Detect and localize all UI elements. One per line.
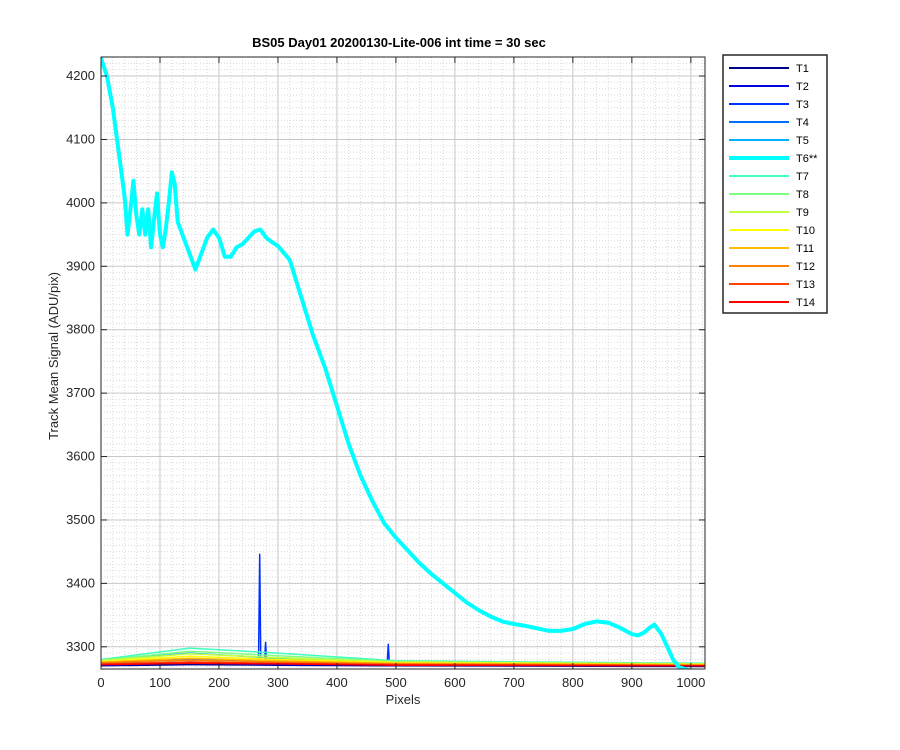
x-axis-label: Pixels: [386, 692, 421, 707]
x-tick-label: 300: [267, 675, 289, 690]
x-tick-label: 100: [149, 675, 171, 690]
y-axis: 3300 3400 3500 3600 3700 3800 3900 4000 4100 4200: [66, 68, 705, 654]
y-tick-label: 3500: [66, 512, 95, 527]
y-tick-label: 3600: [66, 449, 95, 464]
legend-label: T4: [796, 117, 809, 129]
x-tick-label: 1000: [676, 675, 705, 690]
legend-label: T2: [796, 81, 809, 93]
legend: T1 T2 T3 T4 T5 T6** T7 T8 T9 T10 T11 T12 T13 T14: [722, 54, 828, 314]
legend-label: T10: [796, 225, 815, 237]
legend-label: T3: [796, 99, 809, 111]
x-axis: 0 100 200 300 400 500 600 700 800 900 1000: [97, 57, 705, 690]
y-tick-label: 3700: [66, 385, 95, 400]
x-tick-label: 200: [208, 675, 230, 690]
minor-grid: [101, 57, 705, 669]
major-grid: [101, 57, 705, 669]
y-tick-label: 3800: [66, 322, 95, 337]
x-tick-label: 500: [385, 675, 407, 690]
x-tick-label: 600: [444, 675, 466, 690]
legend-label: T5: [796, 135, 809, 147]
legend-label: T12: [796, 261, 815, 273]
legend-label: T8: [796, 189, 809, 201]
legend-label: T9: [796, 207, 809, 219]
legend-label: T6**: [796, 153, 818, 165]
legend-label: T13: [796, 279, 815, 291]
y-tick-label: 4100: [66, 131, 95, 146]
y-tick-label: 3400: [66, 575, 95, 590]
x-tick-label: 900: [621, 675, 643, 690]
x-tick-label: 400: [326, 675, 348, 690]
plot-area: [101, 57, 705, 669]
legend-box: [722, 54, 828, 314]
chart-title: BS05 Day01 20200130-Lite-006 int time = …: [252, 35, 546, 50]
y-tick-label: 3300: [66, 639, 95, 654]
x-tick-label: 700: [503, 675, 525, 690]
legend-items: T1 T2 T3 T4 T5 T6** T7 T8 T9 T10 T11 T12 T13 T14: [729, 63, 818, 309]
legend-label: T11: [796, 243, 814, 255]
legend-label: T14: [796, 297, 815, 309]
plot-frame: [100, 56, 706, 670]
y-axis-label: Track Mean Signal (ADU/pix): [46, 272, 61, 440]
legend-label: T1: [796, 63, 809, 75]
series-line-t6: [101, 57, 692, 669]
y-tick-label: 4200: [66, 68, 95, 83]
x-tick-label: 800: [562, 675, 584, 690]
legend-label: T7: [796, 171, 809, 183]
x-tick-label: 0: [97, 675, 104, 690]
y-tick-label: 4000: [66, 195, 95, 210]
y-tick-label: 3900: [66, 258, 95, 273]
